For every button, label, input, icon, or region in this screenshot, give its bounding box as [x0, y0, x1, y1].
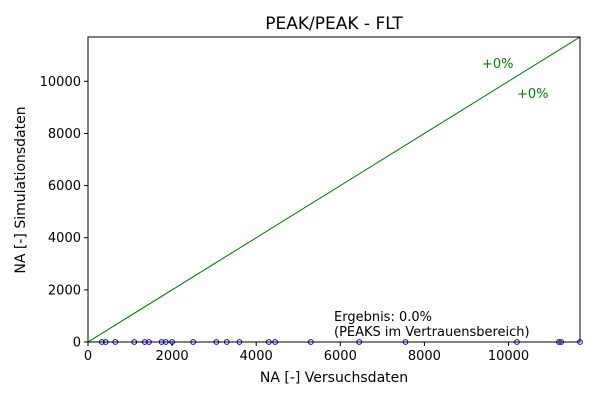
x-tick-label: 10000	[488, 349, 529, 364]
axes-frame	[87, 36, 581, 343]
x-tick-label: 2000	[156, 349, 189, 364]
reference-line	[87, 36, 581, 343]
x-tick-label: 6000	[324, 349, 357, 364]
x-axis-label: NA [-] Versuchsdaten	[260, 370, 408, 386]
y-tick-label: 0	[73, 336, 81, 351]
x-tick-label: 0	[84, 349, 92, 364]
reference-line-label: +0%	[517, 87, 549, 102]
x-tick-label: 8000	[408, 349, 441, 364]
x-tick-label: 4000	[240, 349, 273, 364]
result-annotation: Ergebnis: 0.0%	[334, 310, 432, 325]
y-axis-label: NA [-] Simulationsdaten	[13, 106, 29, 273]
x-axis: 0 2000 4000 6000 8000 10000	[84, 342, 529, 364]
y-tick-label: 2000	[48, 283, 81, 298]
reference-line-label: +0%	[482, 57, 514, 72]
result-annotation-detail: (PEAKS im Vertrauensbereich)	[334, 325, 530, 340]
y-tick-label: 8000	[48, 127, 81, 142]
y-tick-label: 6000	[48, 179, 81, 194]
y-tick-label: 10000	[40, 75, 81, 90]
y-axis: 0 2000 4000 6000 8000 10000	[40, 75, 88, 351]
chart-title: PEAK/PEAK - FLT	[265, 14, 403, 34]
y-tick-label: 4000	[48, 231, 81, 246]
